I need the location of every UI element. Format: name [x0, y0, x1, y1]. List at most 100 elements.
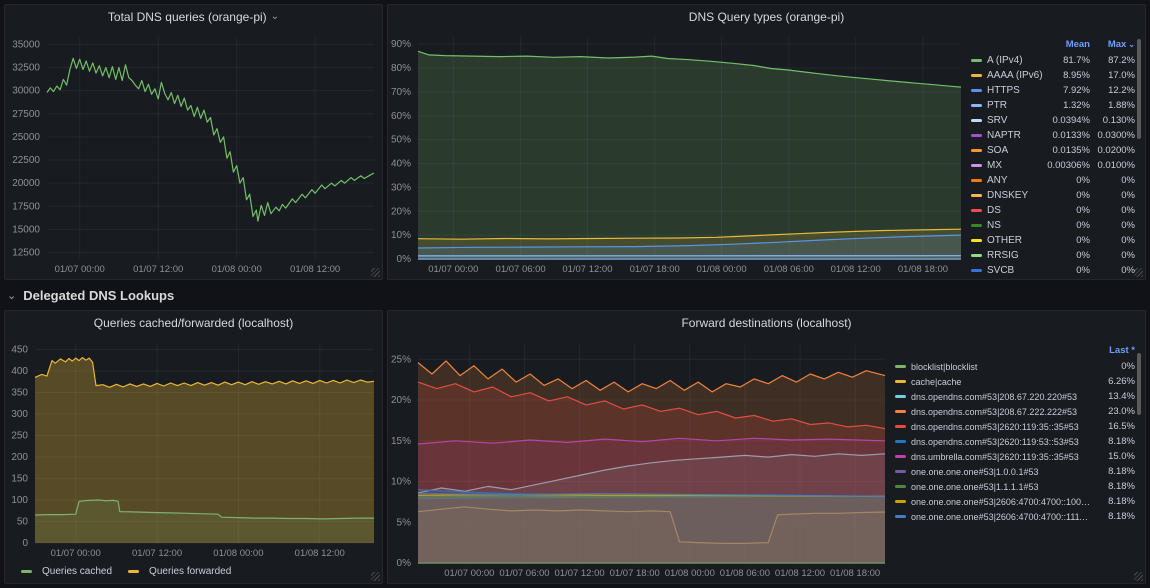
- panel-resize-handle[interactable]: [1134, 268, 1143, 277]
- legend-scrollbar-thumb[interactable]: [1137, 353, 1141, 415]
- svg-text:30000: 30000: [12, 86, 40, 97]
- legend-item[interactable]: Queries forwarded: [128, 566, 231, 577]
- svg-text:01/08 18:00: 01/08 18:00: [898, 264, 948, 275]
- legend-item[interactable]: NS 0% 0%: [971, 218, 1135, 233]
- legend-label[interactable]: one.one.one.one#53|1.1.1.1#53: [911, 481, 1039, 492]
- legend-scrollbar[interactable]: [1135, 343, 1143, 577]
- legend-label[interactable]: AAAA (IPv6): [987, 70, 1043, 81]
- legend-item[interactable]: dns.opendns.com#53|2620:119:35::35#53 16.…: [895, 419, 1135, 434]
- legend-item[interactable]: OTHER 0% 0%: [971, 233, 1135, 248]
- legend-column-mean[interactable]: Mean: [1065, 39, 1090, 50]
- legend-marker-icon: [895, 410, 906, 413]
- legend-label[interactable]: ANY: [987, 175, 1008, 186]
- panel-queries-cached-forwarded: Queries cached/forwarded (localhost) 0 50…: [4, 310, 383, 584]
- legend-item[interactable]: RRSIG 0% 0%: [971, 248, 1135, 263]
- svg-text:60%: 60%: [391, 111, 411, 122]
- legend-item[interactable]: AAAA (IPv6) 8.95% 17.0%: [971, 68, 1135, 83]
- legend-label[interactable]: one.one.one.one#53|2606:4700:4700::1001#…: [911, 496, 1093, 507]
- row-delegated-dns-lookups[interactable]: ⌄ Delegated DNS Lookups: [4, 284, 1146, 306]
- total-dns-queries-canvas[interactable]: 12500 15000 17500 20000 22500 25000 27500 30000…: [7, 29, 380, 277]
- legend-value: 8.18%: [1108, 496, 1135, 507]
- legend-label[interactable]: one.one.one.one#53|2606:4700:4700::1111#…: [911, 511, 1093, 522]
- panel-resize-handle[interactable]: [1134, 572, 1143, 581]
- legend-value: 87.2%: [1108, 55, 1135, 66]
- legend-item[interactable]: HTTPS 7.92% 12.2%: [971, 83, 1135, 98]
- forward-destinations-plot[interactable]: 0% 5% 10% 15% 20% 25% 01/07 00:00 01/07 06:00 01…: [390, 335, 891, 581]
- forward-destinations-canvas[interactable]: 0% 5% 10% 15% 20% 25% 01/07 00:00 01/07 06:00 01…: [390, 335, 891, 581]
- legend-item[interactable]: one.one.one.one#53|1.0.0.1#53 8.18%: [895, 464, 1135, 479]
- legend-label[interactable]: HTTPS: [987, 85, 1020, 96]
- total-dns-queries-plot[interactable]: 12500 15000 17500 20000 22500 25000 27500 30000…: [7, 29, 380, 277]
- legend-item[interactable]: cache|cache 6.26%: [895, 374, 1135, 389]
- legend-item[interactable]: SRV 0.0394% 0.130%: [971, 113, 1135, 128]
- legend-label[interactable]: DNSKEY: [987, 190, 1029, 201]
- legend-label[interactable]: blocklist|blocklist: [911, 361, 978, 372]
- svg-text:01/08 18:00: 01/08 18:00: [830, 568, 880, 579]
- dns-query-types-plot[interactable]: 0% 10% 20% 30% 40% 50% 60% 70% 80% 90% 01/07 00:00…: [390, 29, 967, 277]
- legend-label[interactable]: MX: [987, 160, 1002, 171]
- legend-label[interactable]: DS: [987, 205, 1001, 216]
- panel-resize-handle[interactable]: [371, 572, 380, 581]
- panel-body-total-dns-queries: 12500 15000 17500 20000 22500 25000 27500 30000…: [5, 29, 382, 279]
- svg-text:01/08 00:00: 01/08 00:00: [665, 568, 715, 579]
- legend-item[interactable]: ANY 0% 0%: [971, 173, 1135, 188]
- legend-item[interactable]: dns.opendns.com#53|208.67.222.222#53 23.0…: [895, 404, 1135, 419]
- legend-label[interactable]: dns.umbrella.com#53|2620:119:35::35#53: [911, 451, 1079, 462]
- legend-column-max[interactable]: Max ⌄: [1107, 39, 1135, 50]
- legend-marker-icon: [971, 149, 982, 152]
- dns-query-types-legend: Mean Max ⌄ A (IPv4) 81.7% 87.2% AAAA (IPv6) 8.9…: [967, 29, 1143, 277]
- panel-resize-handle[interactable]: [371, 268, 380, 277]
- legend-item[interactable]: dns.opendns.com#53|208.67.220.220#53 13.4…: [895, 389, 1135, 404]
- legend-label[interactable]: Queries forwarded: [149, 565, 232, 577]
- legend-label[interactable]: SRV: [987, 115, 1008, 126]
- legend-item[interactable]: one.one.one.one#53|2606:4700:4700::1001#…: [895, 494, 1135, 509]
- panel-header-dns-query-types[interactable]: DNS Query types (orange-pi): [388, 5, 1145, 29]
- legend-item[interactable]: DNSKEY 0% 0%: [971, 188, 1135, 203]
- panel-title: DNS Query types (orange-pi): [688, 10, 845, 24]
- legend-marker-icon: [895, 470, 906, 473]
- legend-label[interactable]: Queries cached: [42, 565, 113, 577]
- legend-label[interactable]: SVCB: [987, 265, 1015, 276]
- panel-header-total-dns-queries[interactable]: Total DNS queries (orange-pi) ⌄: [5, 5, 382, 29]
- legend-item[interactable]: one.one.one.one#53|1.1.1.1#53 8.18%: [895, 479, 1135, 494]
- panel-header-queries-cached-forwarded[interactable]: Queries cached/forwarded (localhost): [5, 311, 382, 335]
- forward-destinations-legend: Last * blocklist|blocklist 0% cache|cache 6.…: [891, 335, 1143, 581]
- queries-cached-forwarded-plot[interactable]: 0 50 100 150 200 250 300 350 400 450 01/07 00:00 01…: [7, 335, 380, 561]
- panel-menu-caret-icon[interactable]: ⌄: [270, 11, 280, 22]
- legend-header: Last *: [895, 343, 1135, 358]
- legend-label[interactable]: dns.opendns.com#53|208.67.222.222#53: [911, 406, 1077, 417]
- legend-label[interactable]: OTHER: [987, 235, 1022, 246]
- legend-item[interactable]: SVCB 0% 0%: [971, 263, 1135, 278]
- dns-query-types-canvas[interactable]: 0% 10% 20% 30% 40% 50% 60% 70% 80% 90% 01/07 00:00…: [390, 29, 967, 277]
- queries-cached-forwarded-canvas[interactable]: 0 50 100 150 200 250 300 350 400 450 01/07 00:00 01…: [7, 335, 380, 561]
- legend-item[interactable]: A (IPv4) 81.7% 87.2%: [971, 53, 1135, 68]
- legend-item[interactable]: one.one.one.one#53|2606:4700:4700::1111#…: [895, 509, 1135, 524]
- legend-item[interactable]: MX 0.00306% 0.0100%: [971, 158, 1135, 173]
- legend-item[interactable]: NAPTR 0.0133% 0.0300%: [971, 128, 1135, 143]
- legend-item[interactable]: dns.opendns.com#53|2620:119:53::53#53 8.1…: [895, 434, 1135, 449]
- legend-item[interactable]: dns.umbrella.com#53|2620:119:35::35#53 15…: [895, 449, 1135, 464]
- legend-item[interactable]: Queries cached: [21, 566, 112, 577]
- legend-scrollbar[interactable]: [1135, 37, 1143, 273]
- row-collapse-icon[interactable]: ⌄: [7, 289, 17, 302]
- legend-label[interactable]: RRSIG: [987, 250, 1019, 261]
- panel-header-forward-destinations[interactable]: Forward destinations (localhost): [388, 311, 1145, 335]
- legend-label[interactable]: one.one.one.one#53|1.0.0.1#53: [911, 466, 1039, 477]
- legend-item[interactable]: PTR 1.32% 1.88%: [971, 98, 1135, 113]
- svg-text:01/07 06:00: 01/07 06:00: [496, 264, 546, 275]
- legend-label[interactable]: PTR: [987, 100, 1007, 111]
- legend-column-last-[interactable]: Last *: [1109, 345, 1135, 356]
- legend-item[interactable]: DS 0% 0%: [971, 203, 1135, 218]
- legend-item[interactable]: blocklist|blocklist 0%: [895, 359, 1135, 374]
- legend-label[interactable]: dns.opendns.com#53|208.67.220.220#53: [911, 391, 1077, 402]
- legend-label[interactable]: SOA: [987, 145, 1009, 156]
- svg-text:01/07 00:00: 01/07 00:00: [51, 548, 101, 559]
- legend-label[interactable]: A (IPv4): [987, 55, 1023, 66]
- legend-label[interactable]: NS: [987, 220, 1001, 231]
- legend-label[interactable]: dns.opendns.com#53|2620:119:35::35#53: [911, 421, 1079, 432]
- legend-label[interactable]: dns.opendns.com#53|2620:119:53::53#53: [911, 436, 1079, 447]
- legend-scrollbar-thumb[interactable]: [1137, 39, 1141, 139]
- legend-label[interactable]: NAPTR: [987, 130, 1021, 141]
- legend-label[interactable]: cache|cache: [911, 376, 962, 387]
- legend-item[interactable]: SOA 0.0135% 0.0200%: [971, 143, 1135, 158]
